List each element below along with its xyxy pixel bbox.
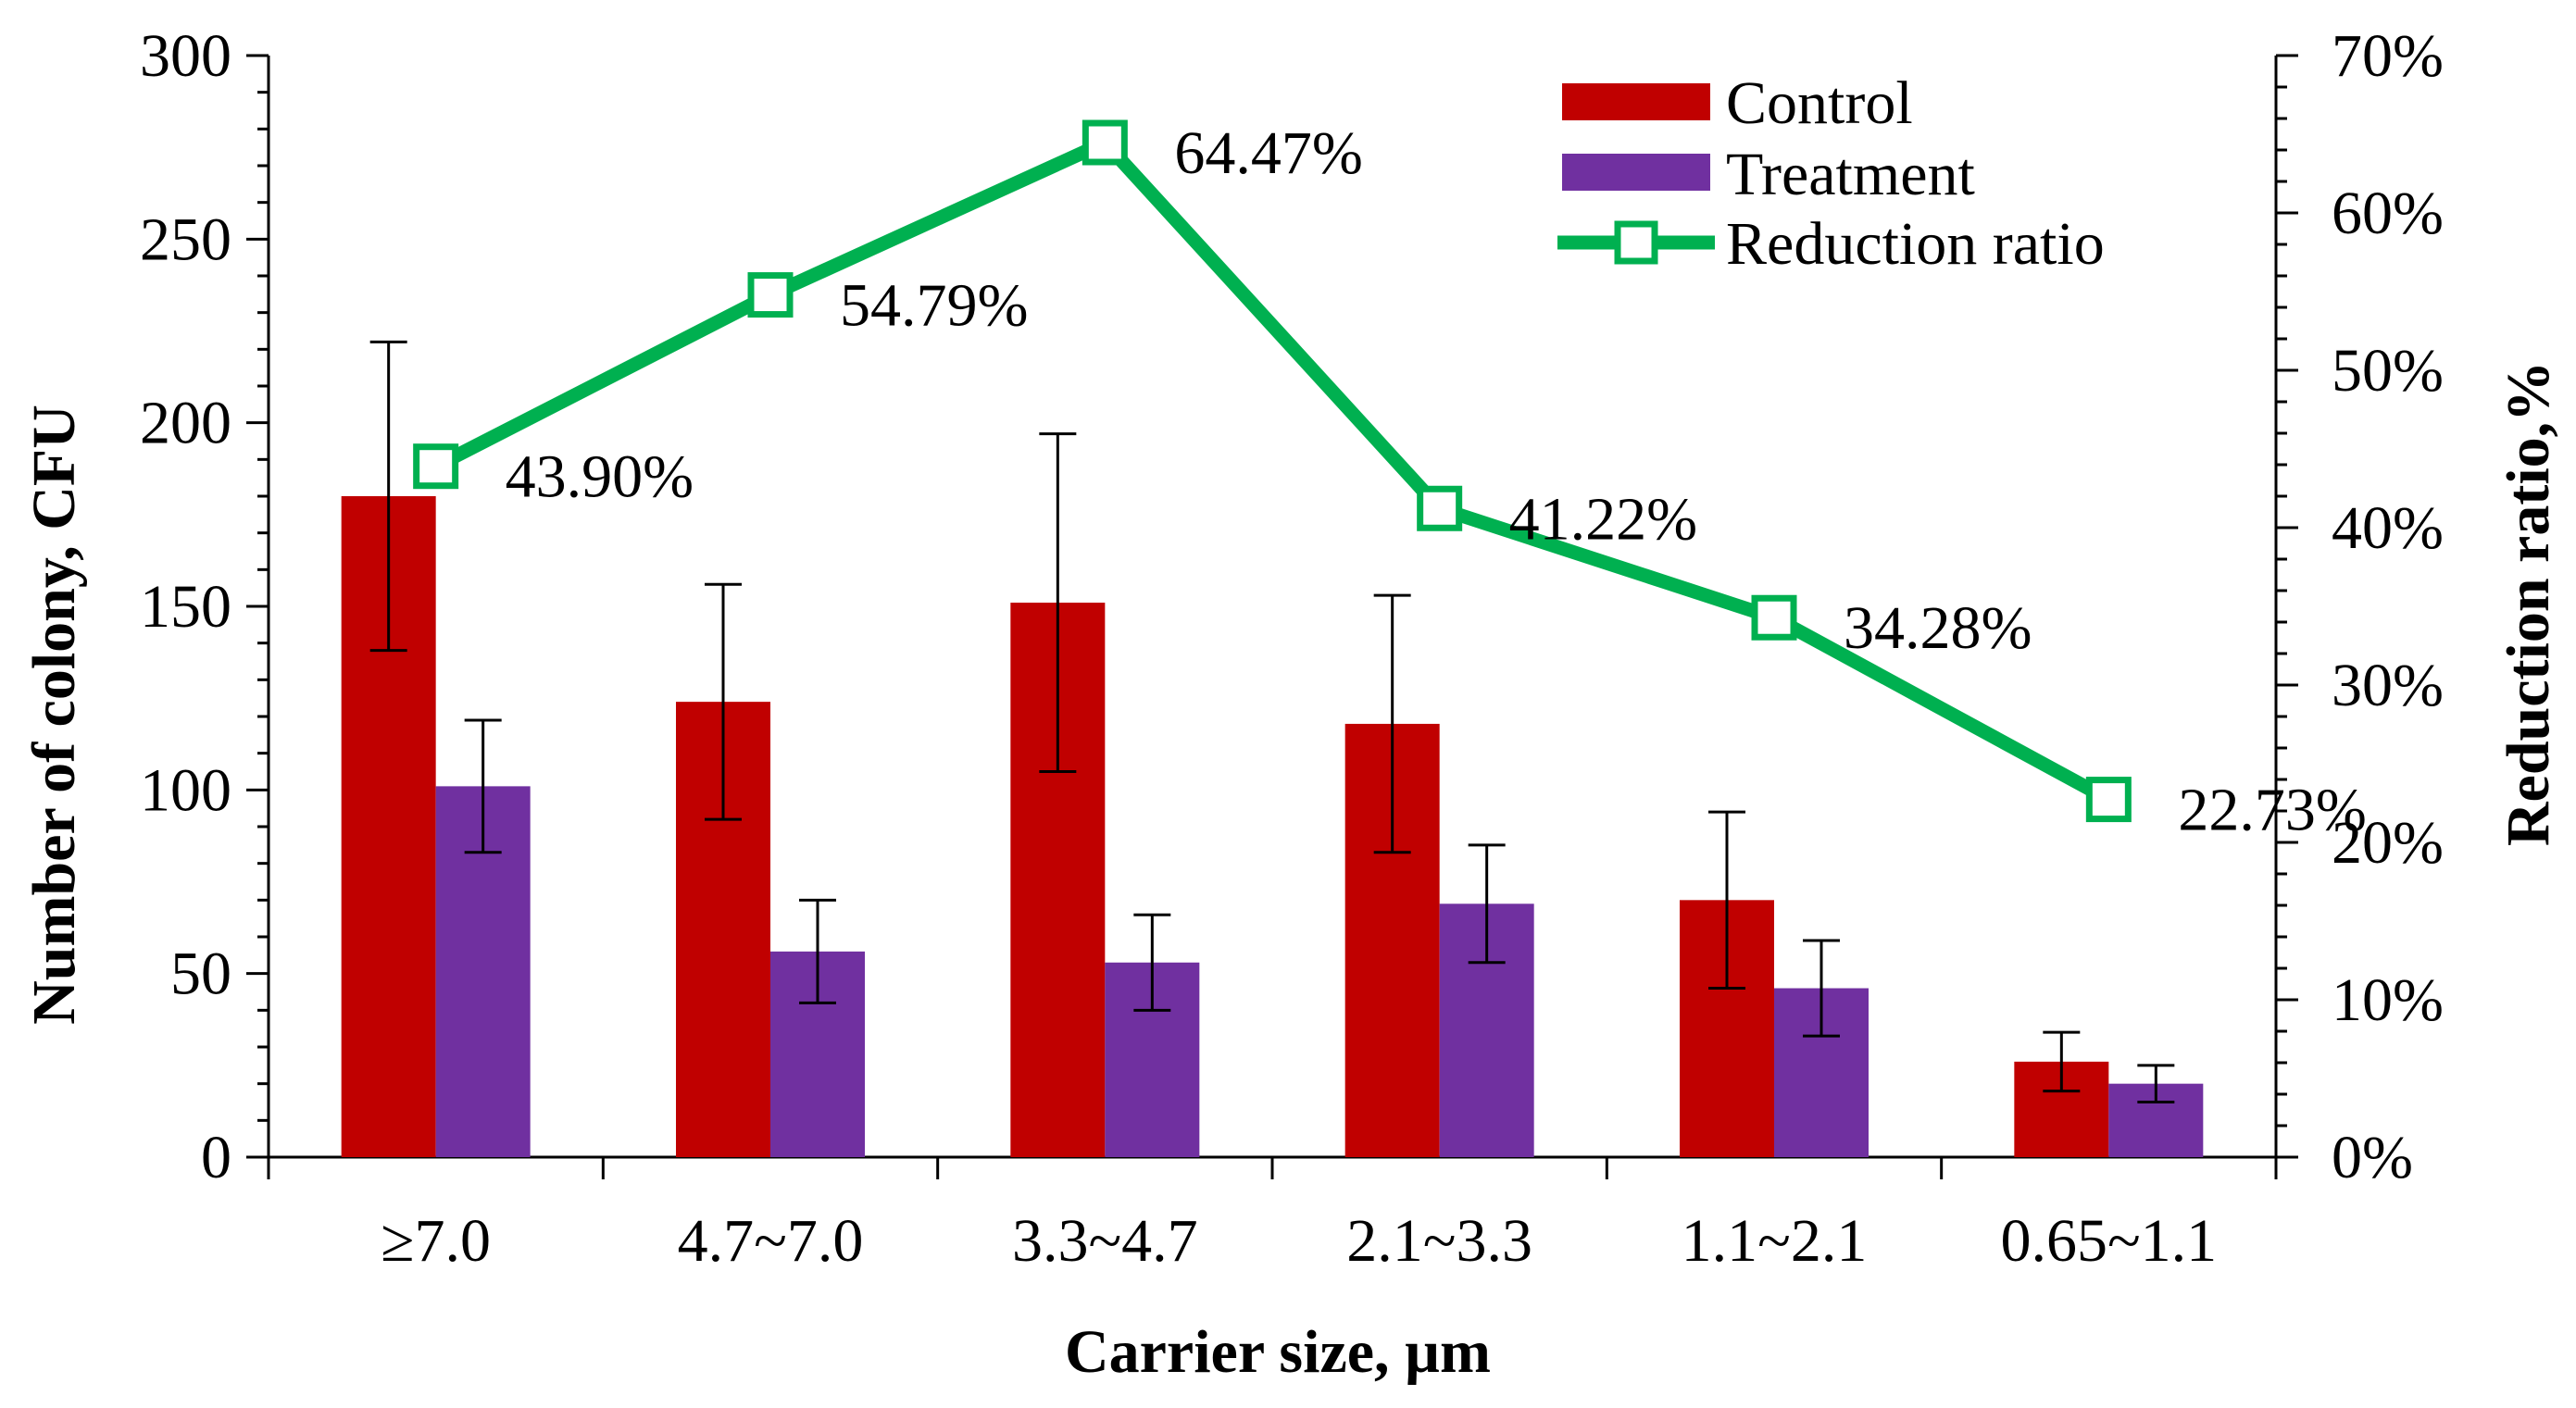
x-axis-title: Carrier size, µm <box>1065 1318 1491 1386</box>
reduction-ratio-data-label: 41.22% <box>1509 485 1697 553</box>
y2-tick-label: 70% <box>2332 22 2444 90</box>
bars-layer <box>341 340 2204 1157</box>
legend-label-control: Control <box>1726 69 1913 137</box>
y2-tick-label: 30% <box>2332 652 2444 719</box>
x-tick-label: ≥7.0 <box>381 1207 491 1275</box>
y-tick-label: 150 <box>140 573 231 641</box>
y-tick-label: 0 <box>201 1124 231 1191</box>
legend-label-treatment: Treatment <box>1726 141 1975 208</box>
reduction-ratio-marker <box>1082 119 1128 166</box>
y-tick-label: 250 <box>140 206 231 273</box>
reduction-ratio-line <box>432 135 2112 806</box>
reduction-ratio-data-label: 54.79% <box>840 272 1028 340</box>
reduction-ratio-data-label: 34.28% <box>1844 594 2032 662</box>
line-layer: 43.90% 54.79% 64.47% 41.22% 34.28% 22.73% <box>413 119 2367 844</box>
y-tick-label: 200 <box>140 390 231 457</box>
x-tick-label: 4.7~7.0 <box>678 1207 864 1275</box>
y-axis-title: Number of colony, CFU <box>20 405 88 1025</box>
x-tick-label: 1.1~2.1 <box>1682 1207 1868 1275</box>
y2-tick-label: 0% <box>2332 1124 2413 1191</box>
x-tick-label: 3.3~4.7 <box>1012 1207 1198 1275</box>
reduction-ratio-marker <box>1751 594 1797 641</box>
x-tick-label: 2.1~3.3 <box>1346 1207 1532 1275</box>
reduction-ratio-marker <box>413 443 459 490</box>
legend-swatch-treatment <box>1562 154 1710 191</box>
reduction-ratio-data-label: 22.73% <box>2178 777 2366 844</box>
reduction-ratio-marker <box>747 272 794 318</box>
legend-label-reduction: Reduction ratio <box>1726 210 2105 278</box>
y-tick-label: 300 <box>140 22 231 90</box>
y2-axis-title: Reduction ratio,% <box>2495 361 2562 846</box>
axes-layer: 0 50 100 150 200 250 300 0% 10% 20% 30% 40% 50% 60% 70… <box>140 22 2444 1275</box>
reduction-ratio-marker <box>2085 777 2132 823</box>
legend-swatch-control <box>1562 83 1710 120</box>
y2-tick-label: 60% <box>2332 180 2444 247</box>
y2-tick-label: 40% <box>2332 494 2444 562</box>
legend: Control Treatment Reduction ratio <box>1557 69 2105 278</box>
y-tick-label: 100 <box>140 756 231 824</box>
reduction-ratio-data-label: 64.47% <box>1174 119 1362 187</box>
legend-marker-reduction <box>1614 220 1658 265</box>
y2-tick-label: 20% <box>2332 809 2444 877</box>
reduction-ratio-data-label: 43.90% <box>506 443 694 511</box>
x-tick-label: 0.65~1.1 <box>2000 1207 2217 1275</box>
reduction-ratio-marker <box>1417 485 1463 531</box>
y2-tick-label: 10% <box>2332 966 2444 1034</box>
y2-tick-label: 50% <box>2332 337 2444 405</box>
y-tick-label: 50 <box>170 941 231 1008</box>
